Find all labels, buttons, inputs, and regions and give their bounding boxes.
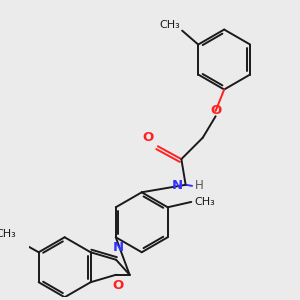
Text: O: O [112,279,124,292]
Text: N: N [113,242,124,254]
Text: O: O [210,104,221,117]
Text: N: N [171,179,182,192]
Text: CH₃: CH₃ [194,197,215,207]
Text: H: H [195,179,204,192]
Text: CH₃: CH₃ [0,230,16,239]
Text: O: O [142,131,154,144]
Text: CH₃: CH₃ [159,20,180,29]
